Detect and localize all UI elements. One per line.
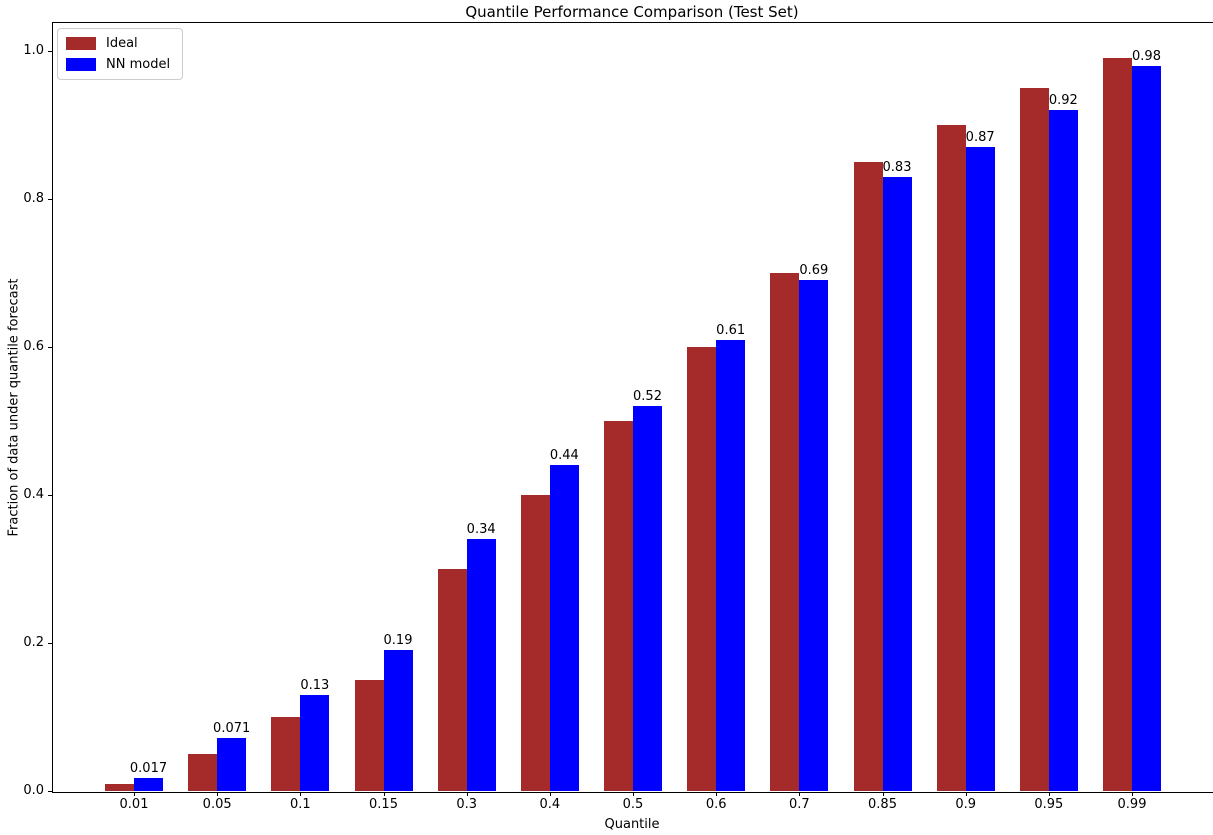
- legend: Ideal NN model: [57, 28, 184, 80]
- x-tick-label-0.7: 0.7: [788, 797, 810, 812]
- legend-swatch-icon: [66, 58, 96, 71]
- legend-item-ideal: Ideal: [66, 36, 170, 51]
- x-tick-label-0.85: 0.85: [868, 797, 897, 812]
- legend-swatch-icon: [66, 37, 96, 50]
- x-tick-label-0.01: 0.01: [119, 797, 149, 812]
- x-tick-label-0.6: 0.6: [705, 797, 727, 812]
- x-tick-label-0.95: 0.95: [1034, 797, 1064, 812]
- y-tick-label-1.0: 1.0: [23, 43, 44, 58]
- chart-title: Quantile Performance Comparison (Test Se…: [465, 3, 799, 21]
- x-tick-label-0.5: 0.5: [622, 797, 644, 812]
- x-tick-label-0.05: 0.05: [202, 797, 232, 812]
- x-axis-label: Quantile: [604, 817, 660, 832]
- x-tick-label-0.3: 0.3: [456, 797, 477, 812]
- x-tick-label-0.9: 0.9: [955, 797, 976, 812]
- legend-item-nn-model: NN model: [66, 57, 170, 72]
- x-tick-label-0.15: 0.15: [369, 797, 398, 812]
- y-tick-label-0.2: 0.2: [23, 635, 44, 650]
- plot-area: [52, 22, 1213, 793]
- x-tick-label-0.99: 0.99: [1117, 797, 1147, 812]
- x-tick-label-0.1: 0.1: [289, 797, 311, 812]
- y-tick-label-0.8: 0.8: [23, 191, 44, 206]
- legend-label: NN model: [106, 57, 171, 72]
- legend-label: Ideal: [106, 36, 138, 51]
- y-tick-label-0.0: 0.0: [23, 783, 44, 798]
- x-tick-label-0.4: 0.4: [539, 797, 561, 812]
- y-axis-label: Fraction of data under quantile forecast: [6, 278, 22, 537]
